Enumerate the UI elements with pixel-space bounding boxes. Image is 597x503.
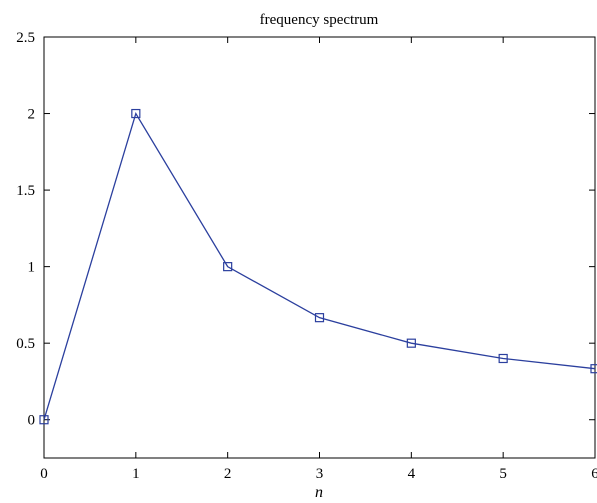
series-group	[39, 108, 597, 425]
x-tick-label: 3	[316, 466, 324, 482]
data-point-marker	[223, 262, 233, 272]
y-tick-label: 2	[28, 107, 36, 123]
x-tick-label: 5	[499, 466, 507, 482]
series-line	[43, 111, 596, 420]
y-axis: 0 0.5 1 1.5 2 2.5	[16, 30, 595, 429]
x-tick-label: 2	[224, 466, 232, 482]
x-tick-label: 1	[132, 466, 140, 482]
chart-title: frequency spectrum	[260, 12, 379, 28]
x-tick-label: 0	[40, 466, 48, 482]
data-point-marker	[590, 364, 597, 374]
plot-area-frame	[43, 36, 596, 459]
y-tick-label: 0	[28, 413, 36, 429]
data-point-marker	[406, 338, 416, 348]
y-tick-label: 1	[28, 260, 36, 276]
data-point-marker	[314, 313, 325, 323]
y-tick-label: 2.5	[16, 30, 35, 46]
y-tick-label: 0.5	[16, 336, 35, 352]
data-point-marker	[39, 415, 49, 425]
data-point-marker	[498, 353, 508, 364]
x-axis-label: n	[315, 484, 323, 501]
x-tick-label: 6	[591, 466, 597, 482]
data-point-marker	[131, 108, 141, 119]
y-tick-label: 1.5	[16, 183, 35, 199]
x-tick-label: 4	[408, 466, 416, 482]
x-axis: 0 1 2 3 4 5 6	[40, 37, 597, 482]
